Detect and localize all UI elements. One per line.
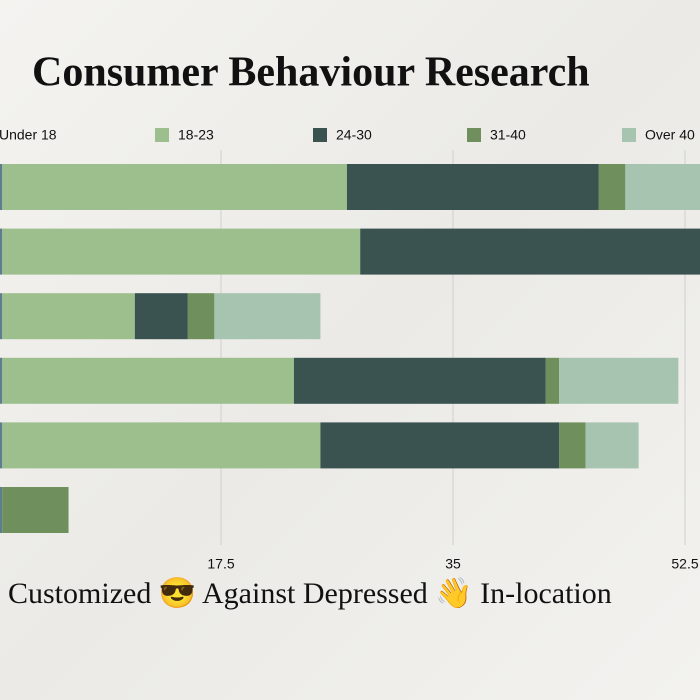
bar-segment [545,357,560,404]
legend-label: Under 18 [0,127,57,143]
bar-segment [559,422,586,469]
bar-segment [320,422,560,469]
bar-segment [598,164,626,210]
bar-segment [2,422,321,469]
x-tick-label: 52.5 [671,556,698,572]
bar-segment [0,357,3,404]
bar-segment [0,487,3,533]
bar-segment [559,357,679,404]
bar-segment [346,164,599,210]
bar-segment [625,164,700,210]
bar-segment [293,357,546,404]
annotation: Customized 😎 Against Depressed 👋 In-loca… [8,576,612,611]
bar-segment [0,293,3,340]
bar-segment [134,293,188,340]
bar-segment [2,487,69,533]
legend-swatch [467,128,481,142]
bar-segment [585,422,639,469]
bar-segment [0,422,3,469]
legend-label: 18-23 [178,127,214,143]
bar-segment [2,293,135,340]
bar-segment [360,228,700,275]
legend-swatch [155,128,169,142]
bar-segment [0,228,3,275]
x-tick-label: 17.5 [207,556,234,572]
chart-title: Consumer Behaviour Research [32,50,590,96]
legend-label: Over 40 [645,127,695,143]
legend-label: 24-30 [336,127,372,143]
bar-segment [2,164,347,210]
bar-segment [187,293,215,340]
legend-label: 31-40 [490,127,526,143]
legend-swatch [622,128,636,142]
x-tick-label: 35 [445,556,461,572]
bar-segment [0,164,3,210]
legend-swatch [313,128,327,142]
bar-segment [214,293,321,340]
bar-segment [2,228,361,275]
bar-segment [2,357,294,404]
